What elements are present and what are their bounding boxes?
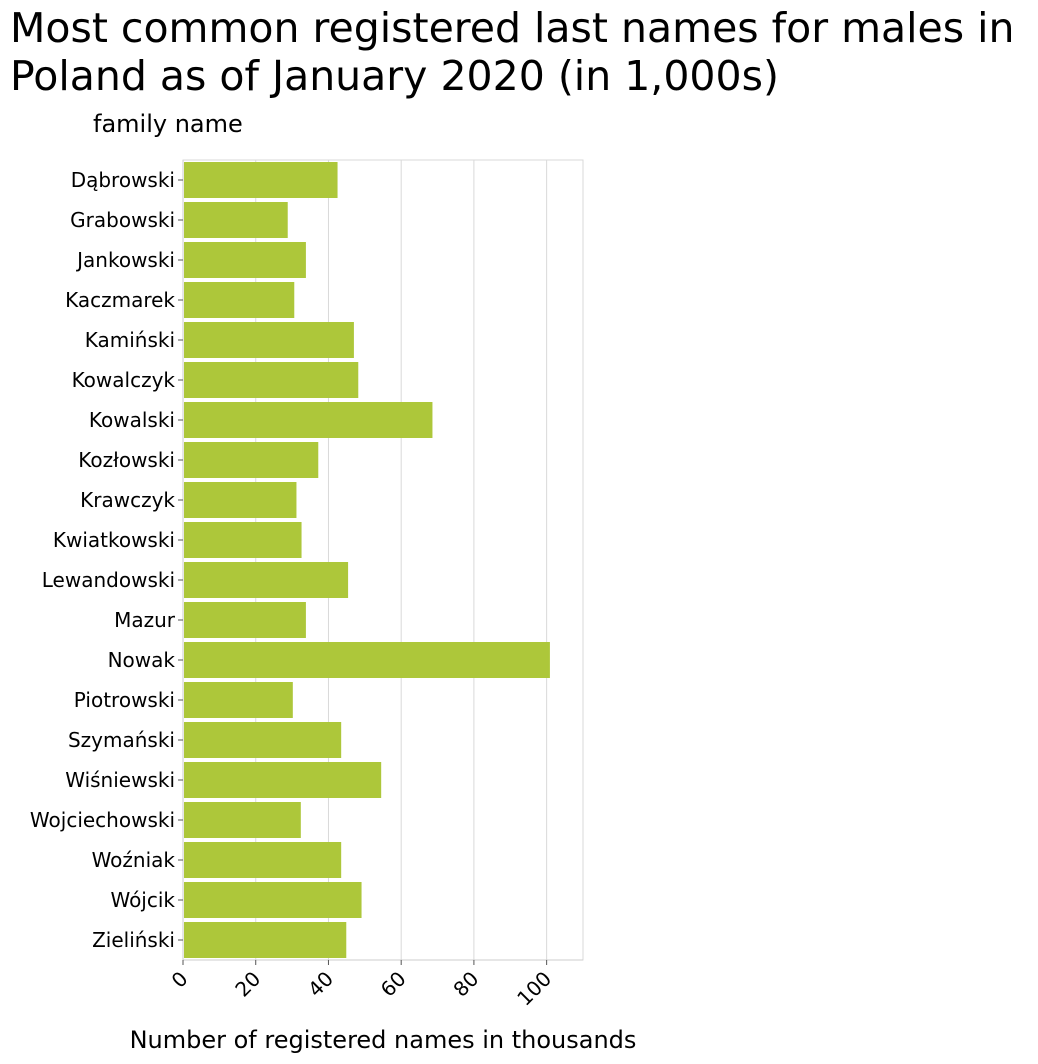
bar <box>184 402 433 438</box>
bar <box>184 922 347 958</box>
y-tick-labels: Dąbrowski Grabowski Jankowski Kaczmarek Kami… <box>30 168 183 952</box>
x-tick-label: 0 <box>167 967 193 993</box>
y-tick-label: Zieliński <box>92 928 175 952</box>
y-tick-label: Wojciechowski <box>30 808 175 832</box>
bar <box>184 882 362 918</box>
y-tick-label: Kaczmarek <box>65 288 175 312</box>
y-tick-label: Lewandowski <box>42 568 175 592</box>
x-tick-label: 40 <box>303 967 338 1002</box>
y-tick-label: Szymański <box>68 728 175 752</box>
plot-frame <box>182 159 584 961</box>
bar <box>184 802 301 838</box>
y-tick-label: Kwiatkowski <box>53 528 175 552</box>
x-tick-label: 20 <box>230 967 265 1002</box>
bars-layer <box>184 162 550 958</box>
bar <box>184 522 302 558</box>
y-tick-label: Woźniak <box>92 848 176 872</box>
bar <box>184 202 288 238</box>
y-tick-label: Wiśniewski <box>65 768 175 792</box>
bar <box>184 562 349 598</box>
bar <box>184 362 359 398</box>
x-tick-label: 80 <box>448 967 483 1002</box>
y-tick-label: Kozłowski <box>78 448 175 472</box>
y-tick-label: Piotrowski <box>74 688 175 712</box>
bar <box>184 602 306 638</box>
y-tick-label: Wójcik <box>110 888 175 912</box>
y-tick-label: Krawczyk <box>80 488 175 512</box>
chart-title: Most common registered last names for ma… <box>10 4 1015 100</box>
bar <box>184 282 295 318</box>
y-tick-label: Kowalski <box>89 408 175 432</box>
y-tick-label: Grabowski <box>70 208 175 232</box>
y-tick-label: Mazur <box>114 608 176 632</box>
bar <box>184 682 293 718</box>
bar <box>184 322 354 358</box>
x-tick-labels: 0 20 40 60 80 100 <box>167 960 556 1011</box>
bar <box>184 482 297 518</box>
x-axis-title: Number of registered names in thousands <box>130 1026 637 1054</box>
bar <box>184 242 306 278</box>
y-tick-label: Jankowski <box>75 248 175 272</box>
y-tick-label: Dąbrowski <box>71 168 175 192</box>
y-tick-label: Kamiński <box>85 328 175 352</box>
grid-layer <box>255 160 548 960</box>
bar <box>184 722 342 758</box>
bar <box>184 762 382 798</box>
x-tick-label: 60 <box>376 967 411 1002</box>
bar <box>184 442 319 478</box>
bar <box>184 642 550 678</box>
y-tick-label: Nowak <box>108 648 176 672</box>
bar <box>184 162 338 198</box>
x-tick-label: 100 <box>512 967 556 1011</box>
y-tick-label: Kowalczyk <box>72 368 176 392</box>
y-axis-title: family name <box>93 110 243 138</box>
bar <box>184 842 342 878</box>
